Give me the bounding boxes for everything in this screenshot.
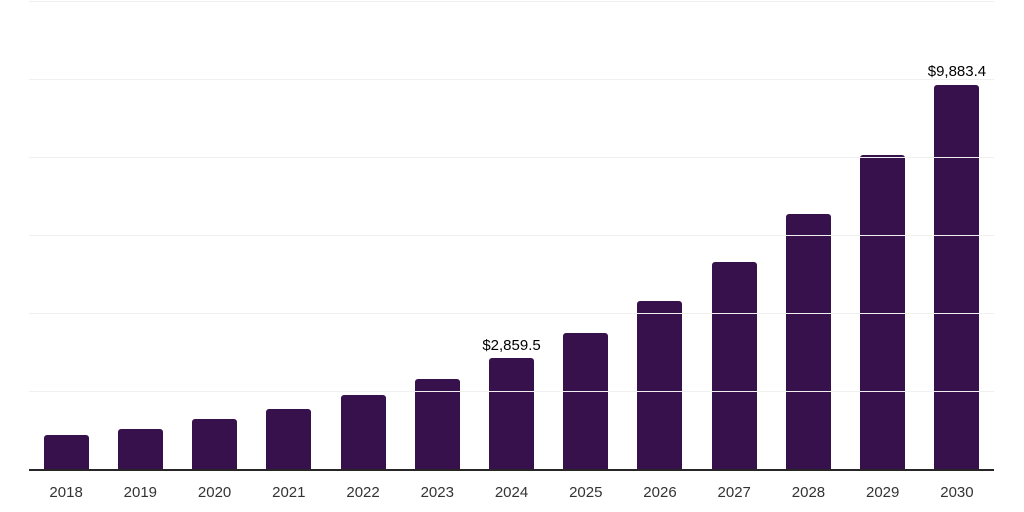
gridline-6000 — [29, 235, 994, 236]
gridline-8000 — [29, 157, 994, 159]
gridline-10000 — [29, 79, 994, 80]
bar-2024: $2,859.5 — [482, 337, 541, 470]
gridline-12000 — [29, 1, 994, 2]
bar-2018 — [43, 435, 89, 470]
x-tick-label-2023: 2023 — [420, 484, 454, 501]
bar-2027 — [711, 262, 757, 470]
bar-slot-2020 — [177, 2, 251, 470]
x-tick-label-2018: 2018 — [49, 484, 83, 501]
x-tick-label-2024: 2024 — [494, 484, 529, 501]
x-tick-label-2028: 2028 — [791, 484, 826, 501]
bar-slot-2030: $9,883.4 — [920, 2, 994, 470]
x-tick-label-2026: 2026 — [643, 484, 677, 501]
bar-slot-2021 — [252, 2, 326, 470]
x-tick-label-2019: 2019 — [123, 484, 158, 501]
x-tick-label-2030: 2030 — [940, 484, 974, 501]
bar-2019 — [117, 428, 163, 470]
x-tick-label-2020: 2020 — [197, 484, 232, 501]
x-tick-label-2029: 2029 — [866, 484, 900, 501]
bar-2029 — [860, 155, 906, 470]
value-label-2030: $9,883.4 — [927, 63, 987, 81]
bar-2021 — [266, 409, 312, 470]
gridline-4000 — [29, 313, 994, 315]
bar-2025 — [563, 332, 609, 470]
bar-slot-2018 — [29, 2, 103, 470]
bar-slot-2026 — [623, 2, 697, 470]
bar-slot-2029 — [846, 2, 920, 470]
bar-2028 — [785, 214, 831, 470]
bar-2023 — [414, 378, 460, 470]
x-tick-label-2025: 2025 — [569, 484, 603, 501]
bar-2020 — [192, 419, 238, 470]
bar-slot-2027 — [697, 2, 771, 470]
x-tick-label-2022: 2022 — [346, 484, 380, 501]
value-label-2024: $2,859.5 — [482, 337, 541, 355]
bar-slot-2028 — [771, 2, 845, 470]
bar-2026 — [637, 301, 683, 470]
bar-slot-2024: $2,859.5 — [474, 2, 548, 470]
x-tick-label-2027: 2027 — [717, 484, 751, 501]
plot-area: $2,859.5 $9,883.4 — [29, 1, 994, 471]
bar-2030: $9,883.4 — [928, 63, 986, 470]
bar-2022 — [340, 395, 386, 470]
bars: $2,859.5 $9,883.4 — [29, 2, 994, 470]
bar-slot-2025 — [549, 2, 623, 470]
gridline-2000 — [29, 391, 994, 393]
bar-slot-2022 — [326, 2, 400, 470]
x-axis-line — [29, 469, 994, 471]
x-axis: 2018 2019 2020 2021 2022 2023 2024 2025 2026 2027… — [29, 484, 994, 501]
x-tick-label-2021: 2021 — [272, 484, 306, 501]
bar-slot-2023 — [400, 2, 474, 470]
bar-slot-2019 — [103, 2, 177, 470]
